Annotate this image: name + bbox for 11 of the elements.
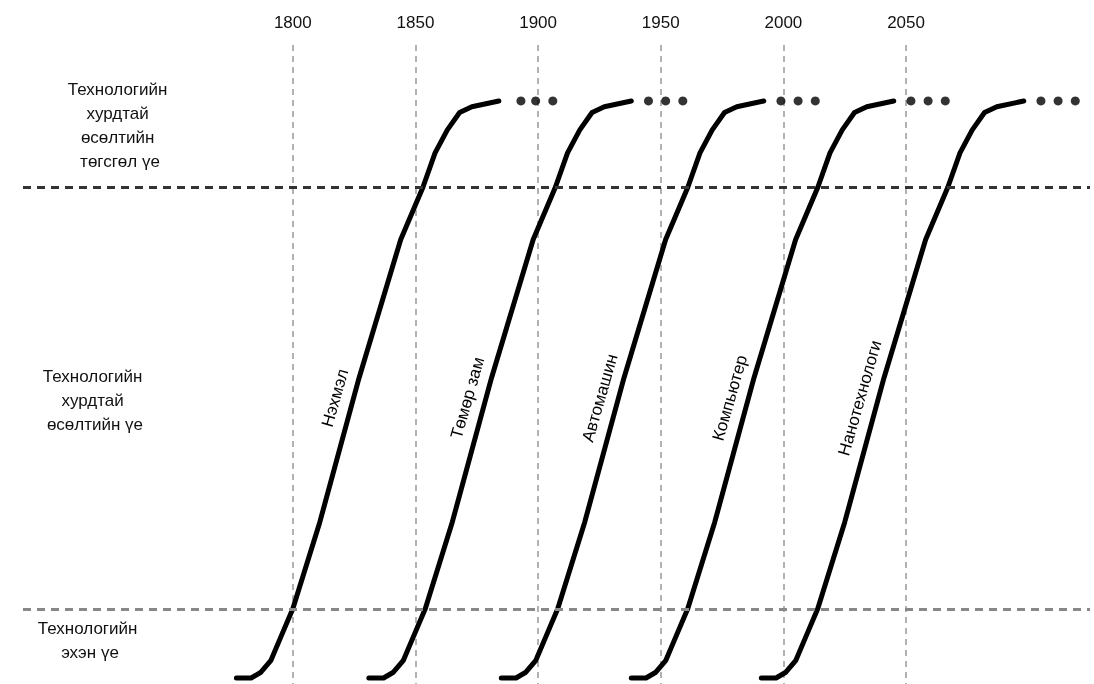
annotation: Технологийн хурдтай өсөлтийн үе: [42, 366, 148, 434]
x-tick-label: 1900: [519, 13, 558, 32]
x-tick-label: 2050: [887, 13, 925, 32]
x-tick-label: 1800: [273, 13, 312, 32]
text: Төмөр зам: [446, 354, 489, 441]
x-tick-label: 1950: [641, 13, 680, 32]
annotation: Технологийн хурдтай өсөлтийн төгсгөл үе: [67, 79, 173, 171]
x-tick-label: 1850: [396, 13, 435, 32]
x-tick-label: 2000: [764, 13, 803, 32]
text: Нэхмэл: [317, 366, 353, 429]
annotation: Технологийн эхэн үе: [37, 618, 143, 662]
